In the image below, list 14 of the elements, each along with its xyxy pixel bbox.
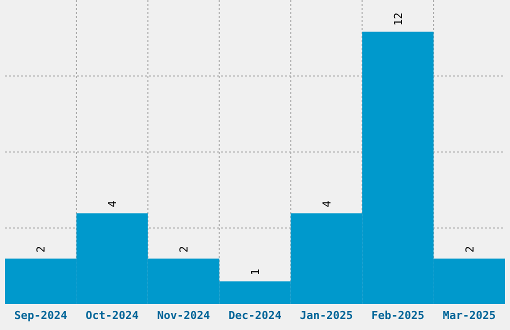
- x-tick-label: Oct-2024: [86, 309, 140, 322]
- data-label: 2: [34, 246, 48, 253]
- x-tick-label: Feb-2025: [371, 309, 424, 322]
- data-label: 2: [463, 246, 476, 253]
- data-label: 12: [392, 12, 405, 26]
- data-label: 2: [178, 246, 191, 253]
- data-label: 1: [249, 268, 262, 276]
- data-label: 4: [320, 200, 334, 208]
- x-tick-label: Sep-2024: [14, 309, 68, 322]
- x-tick-label: Jan-2025: [300, 309, 353, 322]
- data-label: 4: [106, 200, 120, 208]
- x-tick-label: Mar-2025: [442, 309, 496, 322]
- x-tick-label: Dec-2024: [228, 309, 282, 322]
- x-tick-label: Nov-2024: [157, 309, 210, 322]
